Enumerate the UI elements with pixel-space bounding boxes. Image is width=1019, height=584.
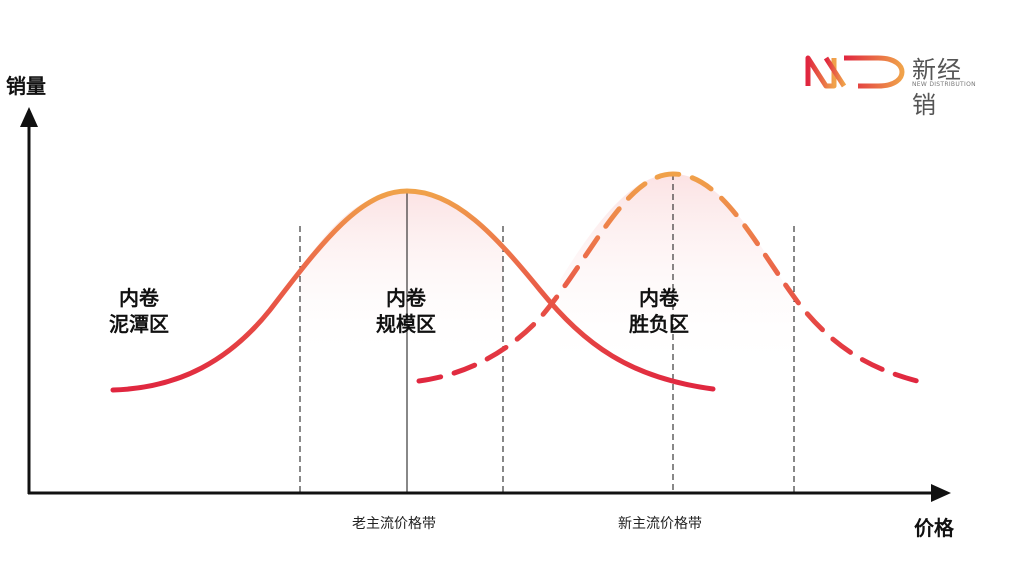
new-curve-fill — [560, 174, 794, 370]
new-band-label: 新主流价格带 — [618, 516, 702, 532]
x-axis-label: 价格 — [914, 516, 954, 540]
old-curve-fill — [300, 191, 503, 360]
zone-label-line2: 胜负区 — [629, 312, 689, 336]
zone-label-line2: 规模区 — [376, 312, 436, 336]
x-axis-arrow-icon — [931, 484, 951, 502]
nd-logo-icon — [805, 55, 905, 89]
brand-name: 新经销 — [912, 56, 962, 119]
brand-logo: 新经销 NEW DISTRIBUTION — [804, 48, 984, 119]
zone-label-scale: 内卷 规模区 — [367, 285, 445, 337]
y-axis-label: 销量 — [6, 74, 46, 98]
y-axis-arrow-icon — [20, 107, 38, 127]
zone-label-line1: 内卷 — [386, 286, 426, 310]
new-mainstream-curve — [416, 171, 928, 386]
old-band-label: 老主流价格带 — [352, 516, 436, 532]
zone-label-decisive: 内卷 胜负区 — [620, 285, 698, 337]
old-mainstream-curve — [110, 188, 716, 393]
zone-label-line1: 内卷 — [639, 286, 679, 310]
zone-label-quagmire: 内卷 泥潭区 — [100, 285, 178, 337]
zone-label-line2: 泥潭区 — [109, 312, 169, 336]
brand-subtitle: NEW DISTRIBUTION — [912, 81, 976, 88]
zone-label-line1: 内卷 — [119, 286, 159, 310]
